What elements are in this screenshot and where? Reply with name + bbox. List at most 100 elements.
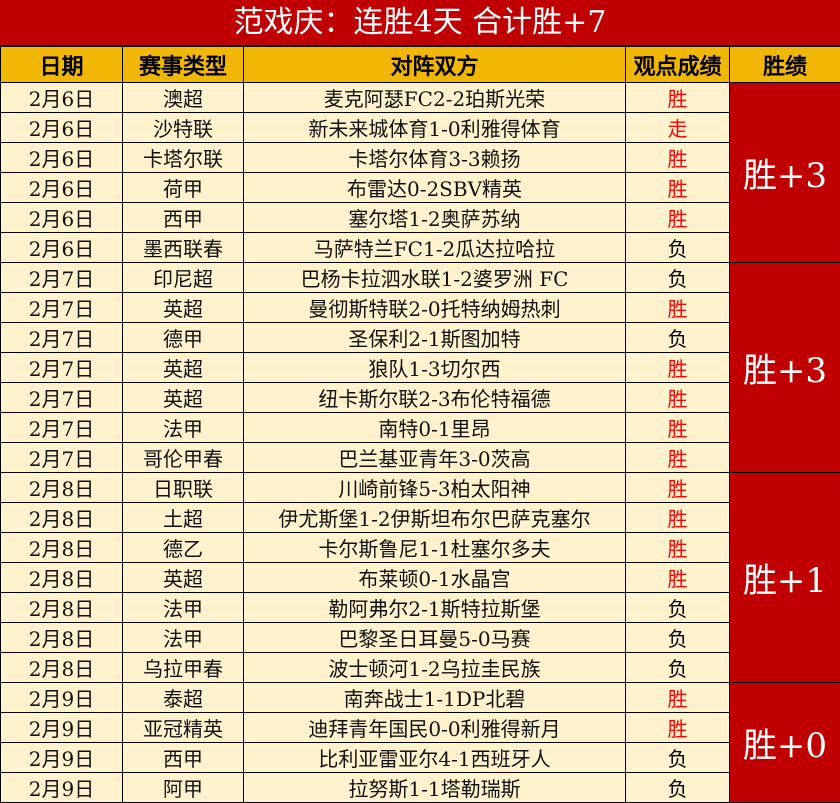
date-cell: 2月6日 [1,143,123,173]
result-cell: 负 [626,323,730,353]
table-row: 2月8日英超布莱顿0-1水晶宫胜 [1,563,840,593]
header-summary: 胜绩 [730,47,840,83]
league-cell: 英超 [123,293,244,323]
result-cell: 胜 [626,503,730,533]
header-row: 日期 赛事类型 对阵双方 观点成绩 胜绩 [1,47,840,83]
match-cell: 卡尔斯鲁尼1-1杜塞尔多夫 [244,533,626,563]
league-cell: 哥伦甲春 [123,443,244,473]
result-cell: 胜 [626,533,730,563]
date-cell: 2月6日 [1,173,123,203]
date-cell: 2月7日 [1,263,123,293]
league-cell: 卡塔尔联 [123,143,244,173]
match-cell: 卡塔尔体育3-3赖扬 [244,143,626,173]
table-row: 2月6日荷甲布雷达0-2SBV精英胜 [1,173,840,203]
date-cell: 2月6日 [1,203,123,233]
result-cell: 负 [626,623,730,653]
result-cell: 胜 [626,83,730,113]
table-row: 2月7日德甲圣保利2-1斯图加特负 [1,323,840,353]
date-cell: 2月8日 [1,473,123,503]
league-cell: 法甲 [123,593,244,623]
match-cell: 布莱顿0-1水晶宫 [244,563,626,593]
match-cell: 曼彻斯特联2-0托特纳姆热刺 [244,293,626,323]
date-cell: 2月7日 [1,293,123,323]
header-league: 赛事类型 [123,47,244,83]
table-row: 2月7日法甲南特0-1里昂胜 [1,413,840,443]
header-match: 对阵双方 [244,47,626,83]
table-row: 2月8日乌拉甲春波士顿河1-2乌拉圭民族负 [1,653,840,683]
match-cell: 勒阿弗尔2-1斯特拉斯堡 [244,593,626,623]
date-cell: 2月6日 [1,113,123,143]
summary-cell: 胜+3 [730,263,840,473]
date-cell: 2月7日 [1,443,123,473]
date-cell: 2月8日 [1,653,123,683]
result-cell: 胜 [626,203,730,233]
match-cell: 纽卡斯尔联2-3布伦特福德 [244,383,626,413]
result-cell: 胜 [626,143,730,173]
match-cell: 拉努斯1-1塔勒瑞斯 [244,773,626,803]
match-cell: 马萨特兰FC1-2瓜达拉哈拉 [244,233,626,263]
table-row: 2月8日日职联川崎前锋5-3柏太阳神胜胜+1 [1,473,840,503]
table-row: 2月6日沙特联新未来城体育1-0利雅得体育走 [1,113,840,143]
table-row: 2月9日亚冠精英迪拜青年国民0-0利雅得新月胜 [1,713,840,743]
table-row: 2月7日英超狼队1-3切尔西胜 [1,353,840,383]
summary-cell: 胜+0 [730,683,840,803]
league-cell: 法甲 [123,623,244,653]
date-cell: 2月6日 [1,233,123,263]
league-cell: 西甲 [123,743,244,773]
table-row: 2月7日英超曼彻斯特联2-0托特纳姆热刺胜 [1,293,840,323]
match-cell: 迪拜青年国民0-0利雅得新月 [244,713,626,743]
match-cell: 波士顿河1-2乌拉圭民族 [244,653,626,683]
result-cell: 胜 [626,443,730,473]
result-cell: 胜 [626,713,730,743]
result-cell: 胜 [626,473,730,503]
table-row: 2月9日泰超南奔战士1-1DP北碧胜胜+0 [1,683,840,713]
match-cell: 川崎前锋5-3柏太阳神 [244,473,626,503]
table-row: 2月7日英超纽卡斯尔联2-3布伦特福德胜 [1,383,840,413]
result-cell: 胜 [626,383,730,413]
result-cell: 负 [626,593,730,623]
date-cell: 2月6日 [1,83,123,113]
league-cell: 荷甲 [123,173,244,203]
table-row: 2月6日澳超麦克阿瑟FC2-2珀斯光荣胜胜+3 [1,83,840,113]
league-cell: 亚冠精英 [123,713,244,743]
header-date: 日期 [1,47,123,83]
table-row: 2月8日法甲巴黎圣日耳曼5-0马赛负 [1,623,840,653]
league-cell: 乌拉甲春 [123,653,244,683]
match-cell: 伊尤斯堡1-2伊斯坦布尔巴萨克塞尔 [244,503,626,533]
league-cell: 沙特联 [123,113,244,143]
league-cell: 英超 [123,383,244,413]
match-cell: 南奔战士1-1DP北碧 [244,683,626,713]
date-cell: 2月7日 [1,353,123,383]
date-cell: 2月7日 [1,383,123,413]
page-title: 范戏庆：连胜4天 合计胜+7 [0,0,840,46]
match-cell: 南特0-1里昂 [244,413,626,443]
league-cell: 英超 [123,353,244,383]
league-cell: 英超 [123,563,244,593]
result-cell: 走 [626,113,730,143]
date-cell: 2月9日 [1,713,123,743]
table-row: 2月8日土超伊尤斯堡1-2伊斯坦布尔巴萨克塞尔胜 [1,503,840,533]
date-cell: 2月8日 [1,503,123,533]
date-cell: 2月7日 [1,413,123,443]
result-cell: 胜 [626,293,730,323]
table-row: 2月6日西甲塞尔塔1-2奥萨苏纳胜 [1,203,840,233]
result-cell: 负 [626,743,730,773]
match-cell: 巴杨卡拉泗水联1-2婆罗洲 FC [244,263,626,293]
date-cell: 2月9日 [1,743,123,773]
date-cell: 2月9日 [1,683,123,713]
match-cell: 狼队1-3切尔西 [244,353,626,383]
table-row: 2月9日阿甲拉努斯1-1塔勒瑞斯负 [1,773,840,803]
table-row: 2月6日墨西联春马萨特兰FC1-2瓜达拉哈拉负 [1,233,840,263]
result-cell: 负 [626,773,730,803]
date-cell: 2月8日 [1,623,123,653]
result-cell: 负 [626,653,730,683]
result-cell: 胜 [626,683,730,713]
league-cell: 西甲 [123,203,244,233]
table-row: 2月9日西甲比利亚雷亚尔4-1西班牙人负 [1,743,840,773]
results-table: 日期 赛事类型 对阵双方 观点成绩 胜绩 2月6日澳超麦克阿瑟FC2-2珀斯光荣… [0,46,840,803]
result-cell: 负 [626,263,730,293]
match-cell: 麦克阿瑟FC2-2珀斯光荣 [244,83,626,113]
league-cell: 日职联 [123,473,244,503]
match-cell: 圣保利2-1斯图加特 [244,323,626,353]
date-cell: 2月8日 [1,563,123,593]
